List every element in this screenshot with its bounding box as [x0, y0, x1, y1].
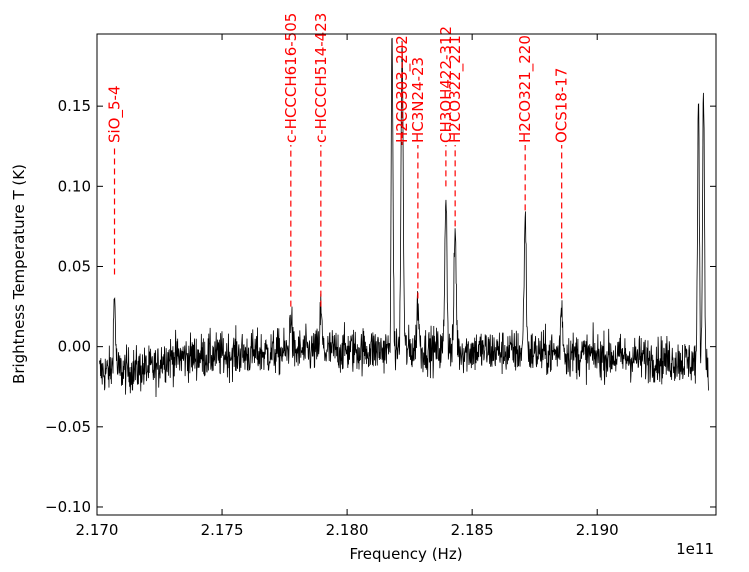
spectral-line-label: c-HCCCH616-505 — [282, 13, 300, 143]
spectrum-line — [99, 37, 709, 398]
y-axis-label: Brightness Temperature T (K) — [10, 164, 28, 384]
x-tick-label: 2.185 — [451, 521, 494, 539]
spectral-line-label: H2CO303_202 — [393, 35, 412, 143]
y-tick-label: 0.10 — [58, 177, 91, 195]
spectral-line-markers: SiO_5-4 c-HCCCH616-505 c-HCCCH514-423 H2CO3… — [106, 13, 571, 307]
spectral-line-label: SiO_5-4 — [106, 85, 125, 143]
x-tick-label: 2.190 — [576, 521, 619, 539]
y-tick-label: 0.00 — [58, 338, 91, 356]
spectral-line-label: c-HCCCH514-423 — [312, 13, 330, 143]
y-tick-label: −0.05 — [45, 418, 91, 436]
x-tick-label: 2.170 — [76, 521, 119, 539]
spectral-line-label: HC3N24-23 — [409, 57, 427, 143]
y-tick-label: 0.15 — [58, 97, 91, 115]
x-tick-label: 2.180 — [326, 521, 369, 539]
x-axis-ticks: 2.170 2.175 2.180 2.185 2.190 — [76, 34, 619, 539]
x-axis-offset-label: 1e11 — [676, 540, 714, 558]
plot-frame — [96, 33, 717, 516]
x-axis-label: Frequency (Hz) — [349, 545, 462, 563]
x-tick-label: 2.175 — [201, 521, 244, 539]
spectral-line-label: CH3OH422-312 — [437, 26, 455, 143]
spectral-line-label: OCS18-17 — [553, 68, 571, 143]
plot-area — [99, 37, 709, 398]
y-tick-label: 0.05 — [58, 257, 91, 275]
y-tick-label: −0.10 — [45, 498, 91, 516]
y-axis-ticks: −0.10 −0.05 0.00 0.05 0.10 0.15 — [45, 97, 716, 516]
spectral-line-label: H2CO321_220 — [516, 35, 535, 143]
spectral-line-label: H2CO322_221 — [446, 35, 465, 143]
